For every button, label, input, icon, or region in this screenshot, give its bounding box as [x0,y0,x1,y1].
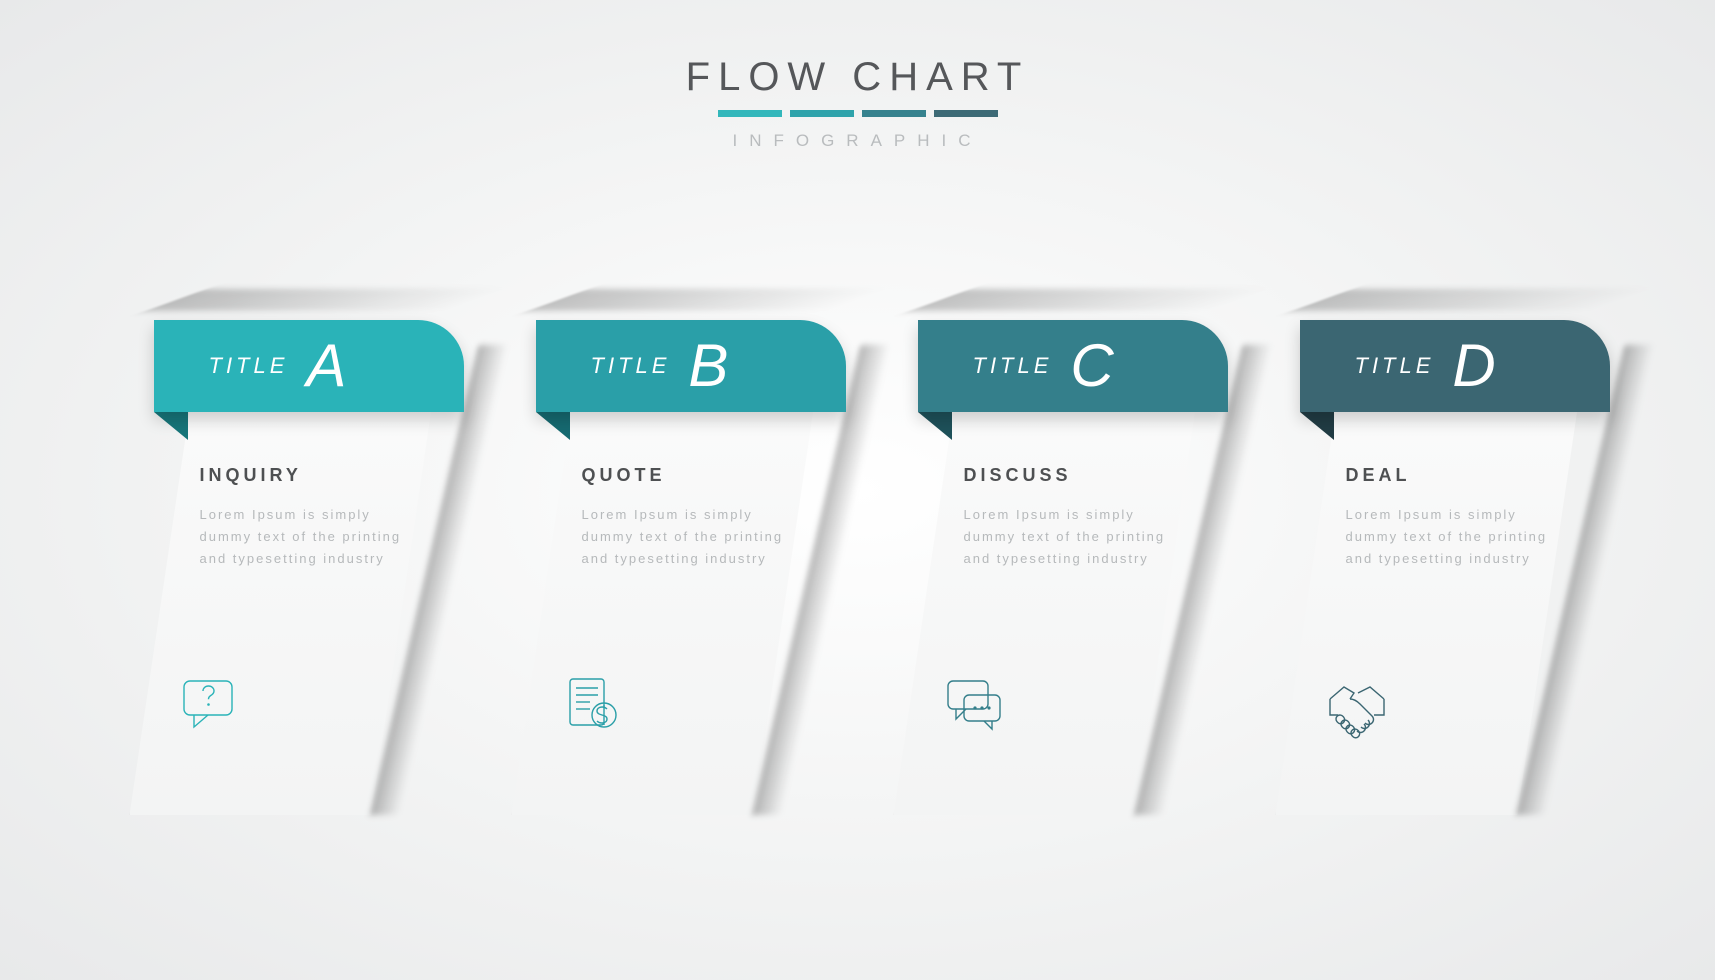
step-content: QUOTE Lorem Ipsum is simply dummy text o… [582,465,797,570]
step-a: TITLE A INQUIRY Lorem Ipsum is simply du… [130,295,440,815]
step-body: Lorem Ipsum is simply dummy text of the … [964,504,1179,570]
main-title: FLOW CHART [0,55,1715,100]
step-heading: DISCUSS [964,465,1179,486]
banner-d: TITLE D [1300,320,1610,412]
step-d: TITLE D DEAL Lorem Ipsum is simply dummy… [1276,295,1586,815]
banner-title-letter: C [1070,336,1113,396]
banner-title-word: TITLE [1355,353,1435,379]
banner-title-word: TITLE [591,353,671,379]
inquiry-icon [178,673,240,740]
banner-fold [154,412,188,440]
banner-a: TITLE A [154,320,464,412]
step-content: DISCUSS Lorem Ipsum is simply dummy text… [964,465,1179,570]
banner-title-letter: D [1452,336,1495,396]
banner-title-word: TITLE [209,353,289,379]
step-heading: INQUIRY [200,465,415,486]
step-heading: QUOTE [582,465,797,486]
banner-title-letter: A [306,336,346,396]
paper-slit [909,289,1269,311]
deal-icon [1324,673,1390,744]
title-underline [0,110,1715,117]
header: FLOW CHART INFOGRAPHIC [0,0,1715,151]
paper-slit [1291,289,1651,311]
subtitle: INFOGRAPHIC [0,131,1715,151]
underline-bar [934,110,998,117]
quote-icon [560,673,622,740]
banner-c: TITLE C [918,320,1228,412]
step-content: DEAL Lorem Ipsum is simply dummy text of… [1346,465,1561,570]
underline-bar [862,110,926,117]
banner-title-letter: B [688,336,728,396]
paper-slit [527,289,887,311]
discuss-icon [942,673,1006,742]
step-content: INQUIRY Lorem Ipsum is simply dummy text… [200,465,415,570]
step-body: Lorem Ipsum is simply dummy text of the … [582,504,797,570]
underline-bar [718,110,782,117]
step-body: Lorem Ipsum is simply dummy text of the … [200,504,415,570]
banner-fold [536,412,570,440]
paper-slit [145,289,505,311]
banner-title-word: TITLE [973,353,1053,379]
step-heading: DEAL [1346,465,1561,486]
banner-b: TITLE B [536,320,846,412]
step-b: TITLE B QUOTE Lorem Ipsum is simply dumm… [512,295,822,815]
banner-fold [1300,412,1334,440]
step-body: Lorem Ipsum is simply dummy text of the … [1346,504,1561,570]
step-c: TITLE C DISCUSS Lorem Ipsum is simply du… [894,295,1204,815]
steps-row: TITLE A INQUIRY Lorem Ipsum is simply du… [0,295,1715,855]
underline-bar [790,110,854,117]
banner-fold [918,412,952,440]
